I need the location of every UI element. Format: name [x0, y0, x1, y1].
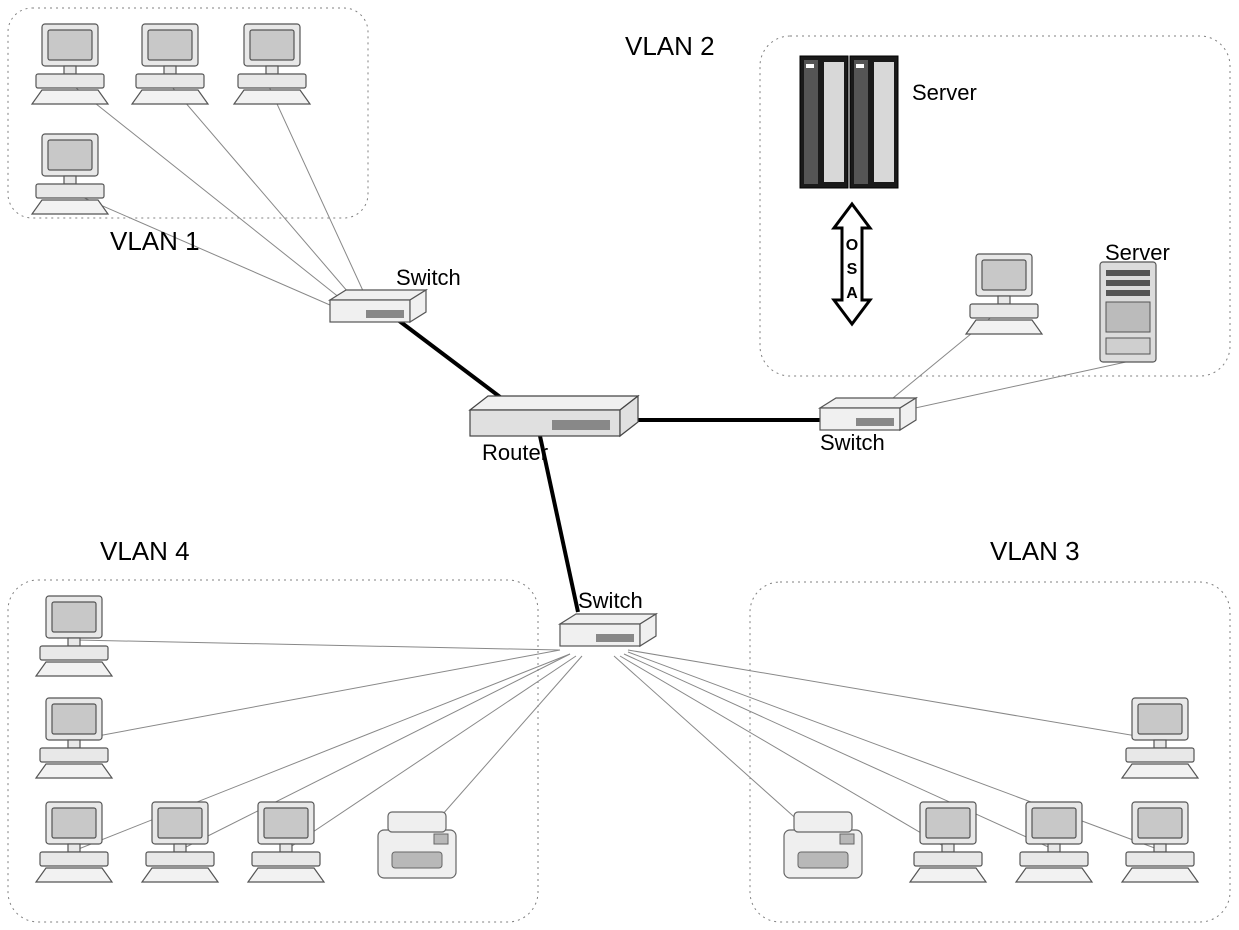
- pc-node: [248, 802, 324, 882]
- pc-node: [36, 596, 112, 676]
- pc-node: [32, 134, 108, 214]
- label-vlan4: VLAN 4: [100, 536, 190, 566]
- label-router: Router: [482, 440, 548, 465]
- printer-node: [784, 812, 862, 878]
- label-switch: Switch: [396, 265, 461, 290]
- label-server: Server: [912, 80, 977, 105]
- osa-letter-S: S: [847, 261, 858, 278]
- switch-node: [560, 614, 656, 646]
- pc-node: [142, 802, 218, 882]
- osa-letter-O: O: [846, 237, 858, 254]
- pc-node: [234, 24, 310, 104]
- label-switch: Switch: [820, 430, 885, 455]
- pc-node: [966, 254, 1042, 334]
- label-switch: Switch: [578, 588, 643, 613]
- label-vlan3: VLAN 3: [990, 536, 1080, 566]
- diagram-root: OSA VLAN 1 VLAN 2 VLAN 3 VLAN 4 Switch Router S…: [0, 0, 1239, 930]
- router-node: [470, 396, 638, 436]
- switch-node: [330, 290, 426, 322]
- pc-node: [132, 24, 208, 104]
- pc-node: [36, 698, 112, 778]
- canvas-bg: [0, 0, 1239, 930]
- printer-node: [378, 812, 456, 878]
- label-server: Server: [1105, 240, 1170, 265]
- tower-node: [1100, 262, 1156, 362]
- pc-node: [32, 24, 108, 104]
- osa-letter-A: A: [846, 285, 858, 302]
- switch-node: [820, 398, 916, 430]
- pc-node: [1016, 802, 1092, 882]
- label-vlan2: VLAN 2: [625, 31, 715, 61]
- label-vlan1: VLAN 1: [110, 226, 200, 256]
- pc-node: [36, 802, 112, 882]
- pc-node: [1122, 698, 1198, 778]
- pc-node: [1122, 802, 1198, 882]
- pc-node: [910, 802, 986, 882]
